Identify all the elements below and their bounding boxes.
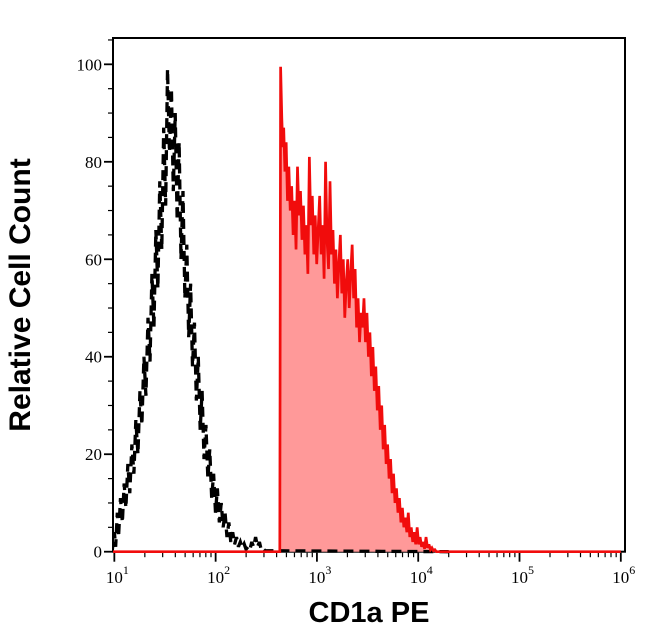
- y-axis-tick-label: 80: [85, 153, 102, 172]
- series-line-CD1a-PE-stained: [113, 66, 621, 554]
- x-axis-tick-label: 102: [207, 563, 230, 587]
- y-axis-tick-label: 60: [85, 250, 102, 269]
- x-axis-tick-label: 106: [612, 563, 635, 587]
- x-axis-title: CD1a PE: [309, 597, 430, 629]
- series-line-negative-control: [113, 69, 449, 554]
- axis-ticks-layer: 101 102 103 104 105 106 0 20 40 60 80 100: [77, 39, 635, 587]
- x-axis-tick-label: 103: [308, 563, 331, 587]
- y-axis-tick-label: 0: [94, 543, 103, 562]
- y-axis-title: Relative Cell Count: [4, 158, 37, 431]
- y-axis-tick-label: 40: [85, 348, 102, 367]
- x-axis-tick-label: 104: [410, 563, 433, 587]
- y-axis-tick-label: 20: [85, 445, 102, 464]
- y-axis-tick-label: 100: [77, 55, 103, 74]
- series-fill-CD1a-PE-stained: [113, 66, 621, 552]
- x-axis-tick-label: 101: [106, 563, 129, 587]
- x-axis-tick-label: 105: [511, 563, 534, 587]
- series-layer: [113, 66, 621, 554]
